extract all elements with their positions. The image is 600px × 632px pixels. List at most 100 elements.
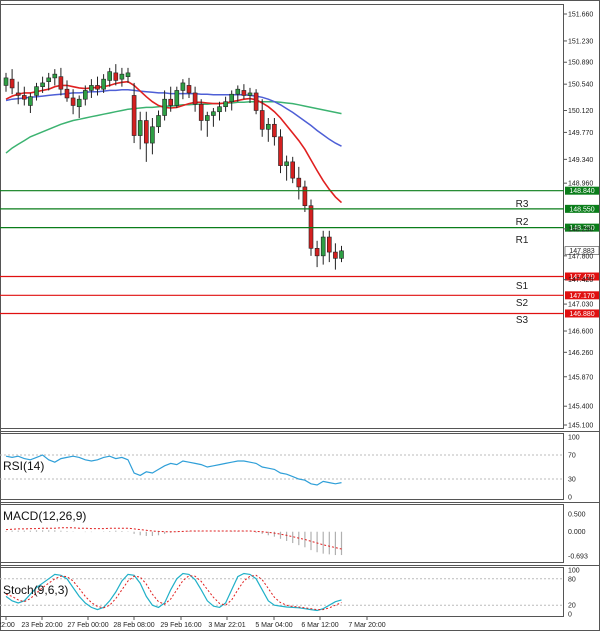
level-price-label: 147.170 [569,293,594,300]
candle-bull [101,78,106,90]
axis-labels: 151.660 151.230 150.890 150.540 150.120 149.7… [0,12,593,630]
rsi-line [5,454,342,486]
x-tick-label: 23 Feb 20:00 [21,622,62,629]
candle-bull [162,98,167,116]
stoch-tick-label: 20 [568,603,576,610]
candle-bear [253,92,259,111]
candle-bull [150,126,155,144]
candle-bull [34,86,39,96]
price-panel [0,4,564,429]
level-price-tag [565,291,599,300]
rsi-panel [0,433,564,500]
stoch-tick-label: 80 [568,576,576,583]
current-price-label: 147.883 [569,248,594,255]
candle-bear [168,98,173,106]
y-tick-label: 145.100 [568,423,593,430]
y-tick-label: 147.800 [568,253,593,260]
candle-bull [339,250,344,259]
y-tick-label: 150.120 [568,108,593,115]
stoch-panel [0,567,564,617]
candle-bull [174,90,180,106]
candle-bear [70,97,76,106]
level-price-tag [565,204,599,213]
level-price-label: 148.250 [569,225,594,232]
candle-bear [272,123,277,138]
candle-bear [302,186,308,207]
candle-bull [235,88,241,95]
y-tick-label: 149.770 [568,130,593,137]
rsi-tick-label: 0 [568,495,572,502]
candle-bull [28,96,33,106]
x-tick-label: 7 Mar 20:00 [348,622,385,629]
stoch-d-line [5,574,342,611]
x-tick-label: 27 Feb 00:00 [67,622,108,629]
candle-bear [21,95,27,100]
level-name-s2: S2 [516,298,529,309]
candle-bull [125,72,131,77]
level-price-label: 146.880 [569,311,594,318]
rsi-tick-label: 30 [568,477,576,484]
candle-bull [284,161,289,166]
support-resistance-levels: 148.840 148.550 148.250 147.470 147.170 146.8… [0,186,600,326]
macd-tick-label: 0.500 [568,512,586,519]
level-price-label: 147.470 [569,274,594,281]
candle-bear [95,85,100,90]
candle-bear [131,95,137,136]
candle-bull [247,92,253,96]
candle-bear [198,103,204,121]
level-price-label: 148.550 [569,206,594,213]
candle-bear [241,90,247,96]
candle-bull [119,73,125,80]
candle-bear [296,177,302,188]
candle-bull [137,120,143,136]
candle-bear [326,236,332,253]
candle-bear [186,85,192,94]
y-tick-label: 145.870 [568,374,593,381]
macd-panel [0,504,564,563]
y-tick-label: 147.030 [568,302,593,309]
level-price-label: 148.840 [569,188,594,195]
candle-bear [113,72,119,81]
candle-bull [76,98,82,108]
macd-plot: 0.500 0.000 -0.693 [5,512,588,561]
candle-bull [211,111,216,116]
candle-bull [83,90,88,100]
candle-bull [52,73,58,79]
candle-bear [64,88,70,99]
candle-bear [15,92,21,96]
rsi-tick-label: 100 [568,435,580,442]
candle-bear [314,248,320,257]
stoch-tick-label: 0 [568,612,572,619]
macd-signal-line [5,527,342,550]
y-tick-label: 146.260 [568,350,593,357]
stoch-title: Stoch(9,6,3) [3,583,68,597]
macd-tick-label: 0.000 [568,529,586,536]
candle-bull [107,71,112,81]
candle-bull [3,77,9,86]
y-tick-label: 149.340 [568,157,593,164]
level-name-s3: S3 [516,315,529,326]
candle-bull [320,236,326,257]
level-name-r1: R1 [516,235,529,246]
stoch-tick-label: 100 [568,568,580,575]
level-price-tag [565,272,599,281]
candle-bear [9,78,15,89]
rsi-tick-label: 70 [568,453,576,460]
x-tick-label: 6 Mar 12:00 [301,622,338,629]
candle-bull [265,123,271,130]
candle-bear [58,76,64,90]
level-name-r3: R3 [516,199,529,210]
candle-bear [308,205,314,249]
y-tick-label: 150.890 [568,60,593,67]
y-tick-label: 148.230 [568,226,593,233]
x-tick-label: 28 Feb 08:00 [113,622,154,629]
level-price-tag [565,309,599,318]
level-name-r2: R2 [516,217,529,228]
y-tick-label: 148.960 [568,181,593,188]
macd-tick-label: -0.693 [568,554,588,561]
level-name-s1: S1 [516,281,529,292]
candle-bear [290,161,296,179]
candle-bull [229,93,234,103]
candle-bull [40,82,45,87]
